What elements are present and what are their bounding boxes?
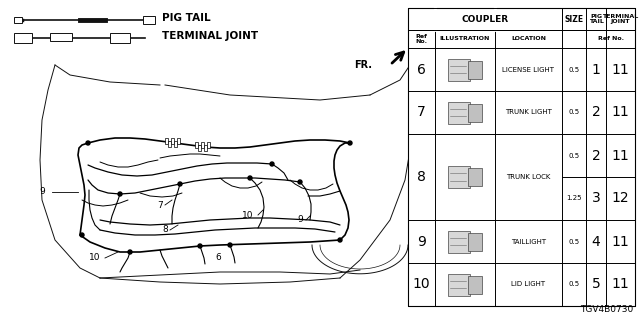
Text: 8: 8 — [162, 226, 168, 235]
Bar — [14, 33, 32, 43]
Text: 6: 6 — [417, 62, 426, 76]
Circle shape — [348, 141, 352, 145]
Text: LICENSE LIGHT: LICENSE LIGHT — [502, 67, 554, 73]
Bar — [165, 138, 168, 144]
Bar — [408, 8, 635, 306]
Text: 0.5: 0.5 — [568, 282, 580, 287]
Bar — [448, 166, 470, 188]
Text: TRUNK LOCK: TRUNK LOCK — [506, 174, 550, 180]
Text: 12: 12 — [612, 191, 629, 205]
Text: 1.25: 1.25 — [566, 196, 582, 202]
Text: 7: 7 — [417, 106, 426, 119]
Text: 1: 1 — [591, 62, 600, 76]
Text: Ref
No.: Ref No. — [415, 34, 428, 44]
Text: 0.5: 0.5 — [568, 238, 580, 244]
Text: SIZE: SIZE — [564, 14, 584, 23]
Circle shape — [270, 162, 274, 166]
Text: Ref No.: Ref No. — [598, 36, 623, 42]
Text: 9: 9 — [417, 235, 426, 249]
Text: 4: 4 — [591, 235, 600, 249]
Bar — [448, 274, 470, 295]
Text: 9: 9 — [297, 215, 303, 225]
Text: TGV4B0730: TGV4B0730 — [580, 306, 633, 315]
Circle shape — [228, 243, 232, 247]
Text: LID LIGHT: LID LIGHT — [511, 282, 545, 287]
Bar — [110, 33, 130, 43]
Bar — [143, 16, 155, 24]
Bar — [195, 142, 198, 148]
Bar — [198, 145, 201, 151]
Bar — [174, 141, 177, 147]
Circle shape — [80, 233, 84, 237]
Bar — [168, 141, 171, 147]
Bar — [468, 276, 482, 293]
Circle shape — [86, 141, 90, 145]
Text: 0.5: 0.5 — [568, 153, 580, 158]
Bar — [204, 145, 207, 151]
Text: TRUNK LIGHT: TRUNK LIGHT — [505, 109, 552, 116]
Text: 0.5: 0.5 — [568, 67, 580, 73]
Text: 5: 5 — [591, 277, 600, 292]
Bar — [207, 142, 210, 148]
Text: TERMINAL
JOINT: TERMINAL JOINT — [602, 14, 639, 24]
Text: COUPLER: COUPLER — [461, 14, 509, 23]
Bar — [468, 60, 482, 78]
Text: 0.5: 0.5 — [568, 109, 580, 116]
Text: LOCATION: LOCATION — [511, 36, 546, 42]
Circle shape — [248, 176, 252, 180]
Text: 11: 11 — [612, 235, 629, 249]
Text: 7: 7 — [157, 201, 163, 210]
Bar — [468, 233, 482, 251]
Text: 10: 10 — [243, 211, 253, 220]
Circle shape — [338, 238, 342, 242]
Bar — [448, 101, 470, 124]
Text: 11: 11 — [612, 148, 629, 163]
Bar — [448, 59, 470, 81]
Text: FR.: FR. — [354, 60, 372, 70]
Circle shape — [178, 182, 182, 186]
Bar — [171, 138, 174, 144]
Text: PIG
TAIL: PIG TAIL — [589, 14, 604, 24]
Text: 2: 2 — [591, 148, 600, 163]
Text: 11: 11 — [612, 62, 629, 76]
Text: 6: 6 — [215, 252, 221, 261]
Text: 9: 9 — [39, 188, 45, 196]
Text: TAILLIGHT: TAILLIGHT — [511, 238, 546, 244]
Bar — [468, 103, 482, 122]
Text: PIG TAIL: PIG TAIL — [162, 13, 211, 23]
Text: 2: 2 — [591, 106, 600, 119]
Text: 3: 3 — [591, 191, 600, 205]
Bar — [201, 142, 204, 148]
Circle shape — [118, 192, 122, 196]
Bar — [468, 168, 482, 186]
Bar — [14, 17, 22, 23]
Text: 8: 8 — [417, 170, 426, 184]
Circle shape — [198, 244, 202, 248]
Bar — [177, 138, 180, 144]
Text: 10: 10 — [413, 277, 430, 292]
Text: 11: 11 — [612, 277, 629, 292]
Circle shape — [298, 180, 302, 184]
Text: 11: 11 — [612, 106, 629, 119]
Bar — [50, 33, 72, 41]
Text: TERMINAL JOINT: TERMINAL JOINT — [162, 31, 258, 41]
Text: 10: 10 — [89, 253, 100, 262]
Circle shape — [128, 250, 132, 254]
Text: ILLUSTRATION: ILLUSTRATION — [440, 36, 490, 42]
Bar — [448, 230, 470, 252]
